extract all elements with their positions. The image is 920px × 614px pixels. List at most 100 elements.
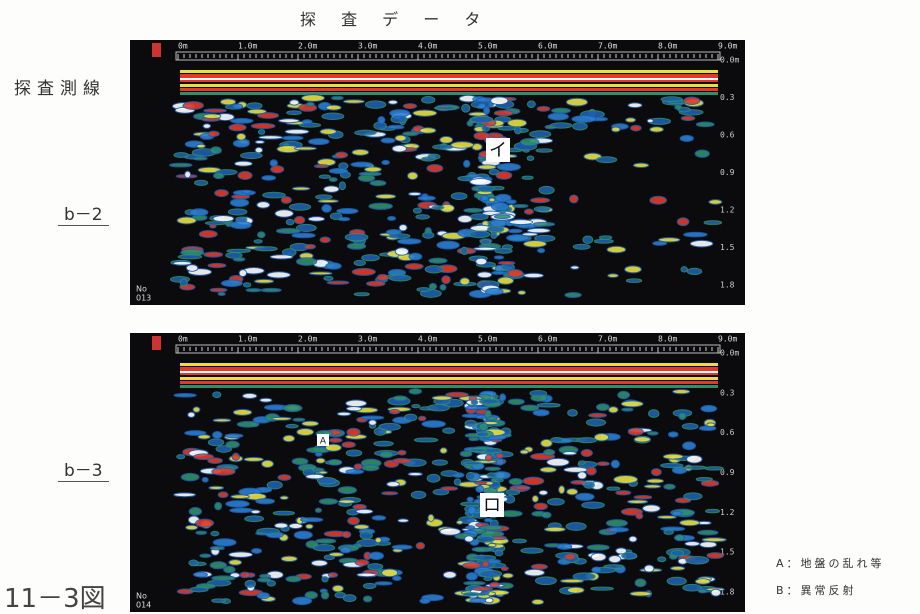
- reflection: [323, 429, 342, 436]
- reflection: [484, 597, 494, 604]
- reflection: [402, 142, 420, 150]
- reflection: [526, 100, 536, 108]
- reflection: [607, 526, 629, 533]
- reflection: [192, 406, 201, 413]
- reflection: [272, 510, 296, 516]
- reflection: [681, 422, 699, 430]
- reflection: [368, 551, 384, 561]
- reflection: [668, 553, 678, 560]
- reflection: [464, 405, 490, 410]
- reflection: [585, 466, 597, 476]
- distance-label: 2.0m: [298, 42, 317, 51]
- reflection: [209, 223, 217, 229]
- reflection: [621, 551, 638, 560]
- reflection: [343, 99, 365, 104]
- reflection: [323, 530, 348, 538]
- reflection: [670, 565, 686, 571]
- reflection: [660, 96, 683, 103]
- reflection: [480, 453, 497, 458]
- reflection: [174, 106, 196, 114]
- reflection: [328, 167, 349, 175]
- reflection: [689, 239, 714, 248]
- reflection: [492, 573, 501, 582]
- reflection: [310, 559, 328, 567]
- reflection: [644, 589, 653, 598]
- marker-box: [480, 493, 504, 517]
- reflection: [260, 595, 276, 603]
- reflection: [523, 240, 547, 248]
- reflection: [306, 446, 331, 454]
- surface-band: [180, 367, 718, 375]
- reflection: [521, 175, 534, 180]
- reflection: [212, 430, 223, 439]
- color-scale: [152, 336, 161, 350]
- reflection: [508, 219, 534, 226]
- surface-band: [180, 377, 718, 380]
- reflection: [589, 481, 604, 491]
- reflection: [683, 492, 703, 501]
- reflection: [176, 216, 197, 225]
- reflection: [209, 561, 228, 570]
- depth-label: 0.6: [720, 131, 735, 140]
- reflection: [256, 527, 280, 535]
- reflection: [383, 459, 400, 468]
- reflection: [419, 127, 437, 134]
- reflection: [490, 99, 498, 104]
- reflection: [493, 255, 505, 260]
- side-label: 探査測線: [14, 79, 106, 99]
- reflection: [498, 260, 516, 266]
- reflection: [184, 430, 207, 436]
- reflection: [198, 230, 218, 239]
- reflection: [369, 180, 387, 187]
- reflection: [483, 106, 491, 115]
- reflection: [241, 189, 252, 194]
- reflection: [461, 527, 485, 532]
- reflection: [225, 251, 243, 259]
- reflection: [386, 249, 409, 259]
- reflection: [184, 140, 204, 148]
- reflection: [261, 175, 277, 181]
- reflection: [399, 136, 411, 144]
- reflection: [462, 592, 480, 597]
- reflection: [461, 590, 480, 596]
- reflection: [485, 449, 501, 455]
- reflection: [470, 115, 494, 124]
- reflection: [408, 191, 422, 197]
- reflection: [402, 131, 419, 137]
- reflection: [285, 121, 310, 126]
- reflection: [591, 566, 617, 574]
- reflection: [546, 457, 570, 467]
- reflection: [495, 171, 513, 180]
- reflection: [228, 455, 244, 463]
- reflection: [477, 195, 502, 202]
- reflection: [517, 290, 527, 296]
- reflection: [383, 274, 409, 280]
- reflection: [392, 457, 412, 464]
- reflection: [492, 432, 512, 439]
- reflection: [457, 228, 477, 238]
- reflection: [172, 260, 192, 266]
- reflection: [342, 561, 365, 568]
- depth-label: 0.0m: [720, 56, 739, 65]
- reflection: [473, 246, 498, 251]
- reflection: [183, 154, 204, 160]
- reflection: [391, 144, 407, 153]
- reflection: [483, 490, 506, 497]
- reflection: [491, 202, 510, 212]
- reflection: [318, 478, 340, 488]
- distance-label: 7.0m: [598, 335, 617, 344]
- reflection: [286, 102, 305, 109]
- reflection: [191, 148, 217, 157]
- reflection: [464, 510, 485, 515]
- reflection: [187, 515, 200, 525]
- distance-label: 8.0m: [658, 42, 677, 51]
- reflection: [538, 185, 555, 195]
- distance-label: 8.0m: [658, 335, 677, 344]
- reflection: [202, 113, 222, 120]
- reflection: [264, 413, 280, 422]
- reflection: [278, 533, 289, 542]
- reflection: [565, 97, 589, 107]
- reflection: [245, 245, 266, 250]
- reflection: [229, 572, 241, 579]
- reflection: [475, 409, 491, 415]
